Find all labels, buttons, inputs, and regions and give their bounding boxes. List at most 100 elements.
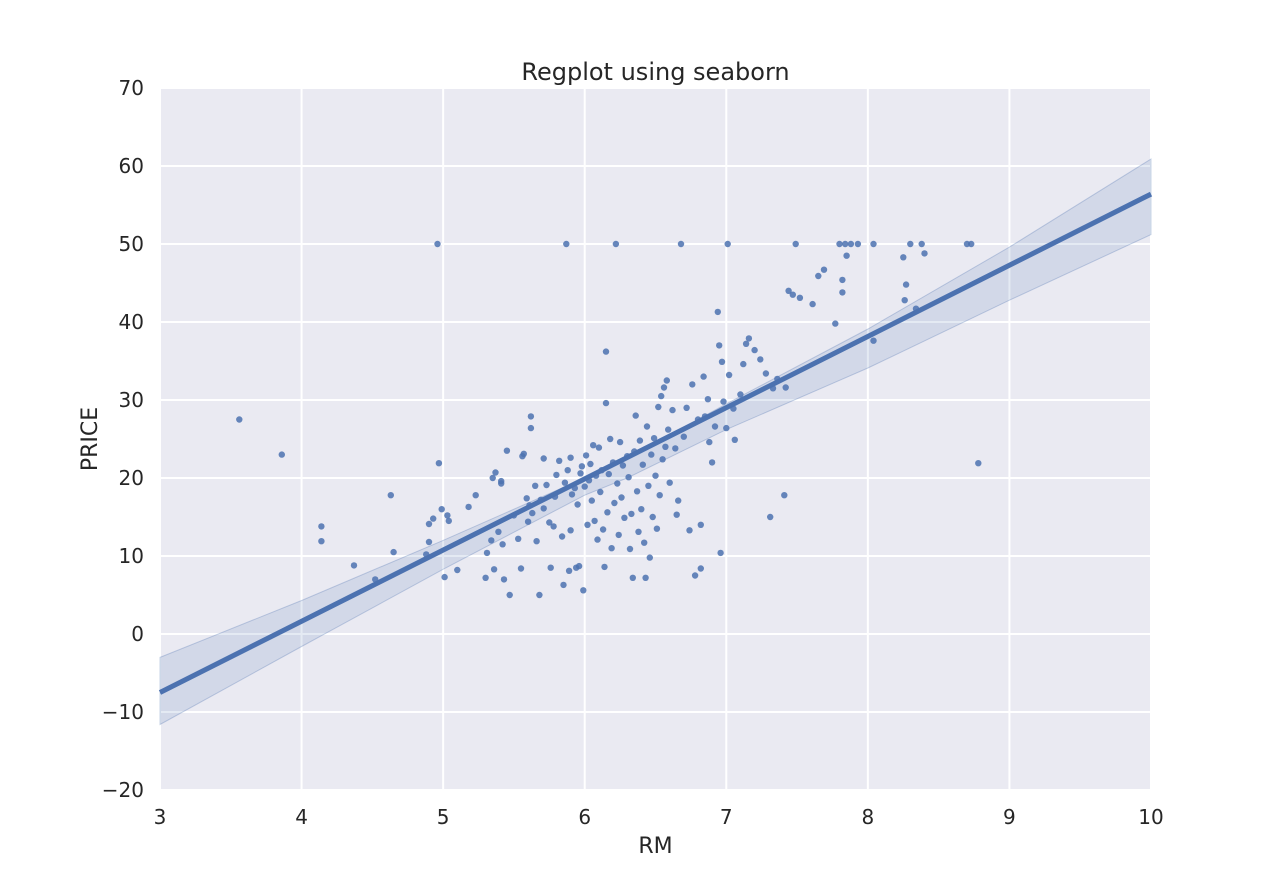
- scatter-point: [387, 492, 394, 499]
- scatter-point: [533, 538, 540, 545]
- scatter-point: [527, 413, 535, 420]
- scatter-point: [767, 513, 774, 521]
- scatter-point: [616, 438, 624, 446]
- scatter-point: [594, 536, 601, 543]
- scatter-point: [527, 424, 535, 432]
- scatter-point: [564, 467, 571, 474]
- scatter-point: [652, 472, 659, 479]
- scatter-point: [350, 562, 358, 569]
- scatter-point: [599, 526, 607, 533]
- scatter-point: [318, 523, 325, 530]
- scatter-point: [796, 294, 804, 301]
- scatter-point: [843, 252, 850, 259]
- scatter-point: [454, 566, 461, 574]
- scatter-point: [680, 433, 687, 440]
- scatter-point: [547, 564, 554, 571]
- scatter-point: [731, 436, 738, 443]
- scatter-point: [614, 480, 621, 487]
- scatter-point: [642, 574, 649, 581]
- x-tick-label: 7: [720, 805, 733, 829]
- scatter-point: [832, 320, 839, 327]
- scatter-point: [574, 501, 581, 508]
- scatter-point: [648, 451, 655, 458]
- scatter-point: [686, 527, 693, 534]
- scatter-point: [639, 461, 646, 468]
- scatter-point: [543, 481, 550, 489]
- scatter-point: [697, 565, 704, 572]
- scatter-point: [536, 591, 543, 599]
- scatter-point: [540, 455, 547, 462]
- scatter-point: [621, 514, 628, 521]
- scatter-point: [672, 445, 679, 452]
- scatter-point: [520, 450, 527, 457]
- scatter-point: [921, 250, 928, 257]
- scatter-point: [870, 337, 877, 344]
- scatter-point: [490, 566, 498, 573]
- scatter-point: [498, 480, 505, 487]
- y-tick-label: 10: [119, 544, 144, 568]
- scatter-point: [762, 370, 770, 377]
- scatter-point: [587, 460, 594, 468]
- scatter-point: [782, 384, 789, 391]
- scatter-point: [608, 545, 615, 552]
- y-tick-label: 20: [119, 466, 144, 490]
- scatter-point: [568, 491, 576, 498]
- y-tick-label: 50: [119, 232, 144, 256]
- scatter-point: [714, 308, 721, 316]
- scatter-point: [717, 549, 724, 557]
- scatter-point: [900, 254, 907, 261]
- y-tick-label: −20: [102, 778, 144, 802]
- scatter-point: [595, 444, 603, 451]
- scatter-point: [653, 525, 661, 532]
- scatter-point: [499, 541, 506, 548]
- scatter-point: [567, 527, 574, 534]
- chart-title: Regplot using seaborn: [521, 58, 789, 86]
- scatter-point: [626, 545, 634, 553]
- scatter-point: [677, 240, 685, 248]
- scatter-point: [236, 416, 243, 423]
- scatter-point: [643, 423, 651, 430]
- scatter-point: [847, 240, 855, 248]
- scatter-point: [435, 460, 443, 467]
- scatter-point: [789, 291, 796, 298]
- scatter-point: [563, 240, 570, 248]
- scatter-point: [836, 240, 843, 248]
- y-tick-label: −10: [102, 700, 144, 724]
- scatter-point: [666, 479, 673, 486]
- grid: [159, 87, 1152, 791]
- scatter-point: [650, 435, 658, 442]
- scatter-point: [577, 470, 584, 477]
- scatter-point: [540, 505, 547, 512]
- scatter-point: [602, 348, 610, 355]
- scatter-point: [751, 346, 758, 354]
- scatter-point: [708, 459, 716, 466]
- scatter-point: [438, 506, 445, 513]
- scatter-point: [465, 503, 472, 511]
- scatter-point: [503, 447, 511, 454]
- scatter-point: [561, 479, 569, 486]
- scatter-point: [390, 548, 397, 556]
- scatter-point: [492, 469, 499, 476]
- scatter-point: [656, 492, 663, 499]
- scatter-point: [918, 240, 925, 248]
- scatter-point: [560, 581, 567, 589]
- scatter-point: [553, 471, 560, 479]
- scatter-point: [635, 528, 642, 535]
- scatter-point: [697, 521, 704, 528]
- scatter-point: [968, 240, 975, 248]
- scatter-point: [278, 451, 285, 458]
- scatter-point: [591, 517, 598, 525]
- scatter-point: [517, 565, 525, 572]
- scatter-point: [725, 371, 733, 379]
- scatter-point: [646, 554, 653, 561]
- scatter-point: [430, 515, 437, 522]
- scatter-point: [902, 281, 910, 288]
- scatter-point: [809, 300, 816, 308]
- scatter-point: [565, 567, 573, 574]
- scatter-point: [720, 398, 727, 405]
- scatter-point: [659, 456, 666, 463]
- y-tick-label: 30: [119, 388, 144, 412]
- scatter-point: [854, 240, 862, 248]
- scatter-point: [742, 340, 750, 347]
